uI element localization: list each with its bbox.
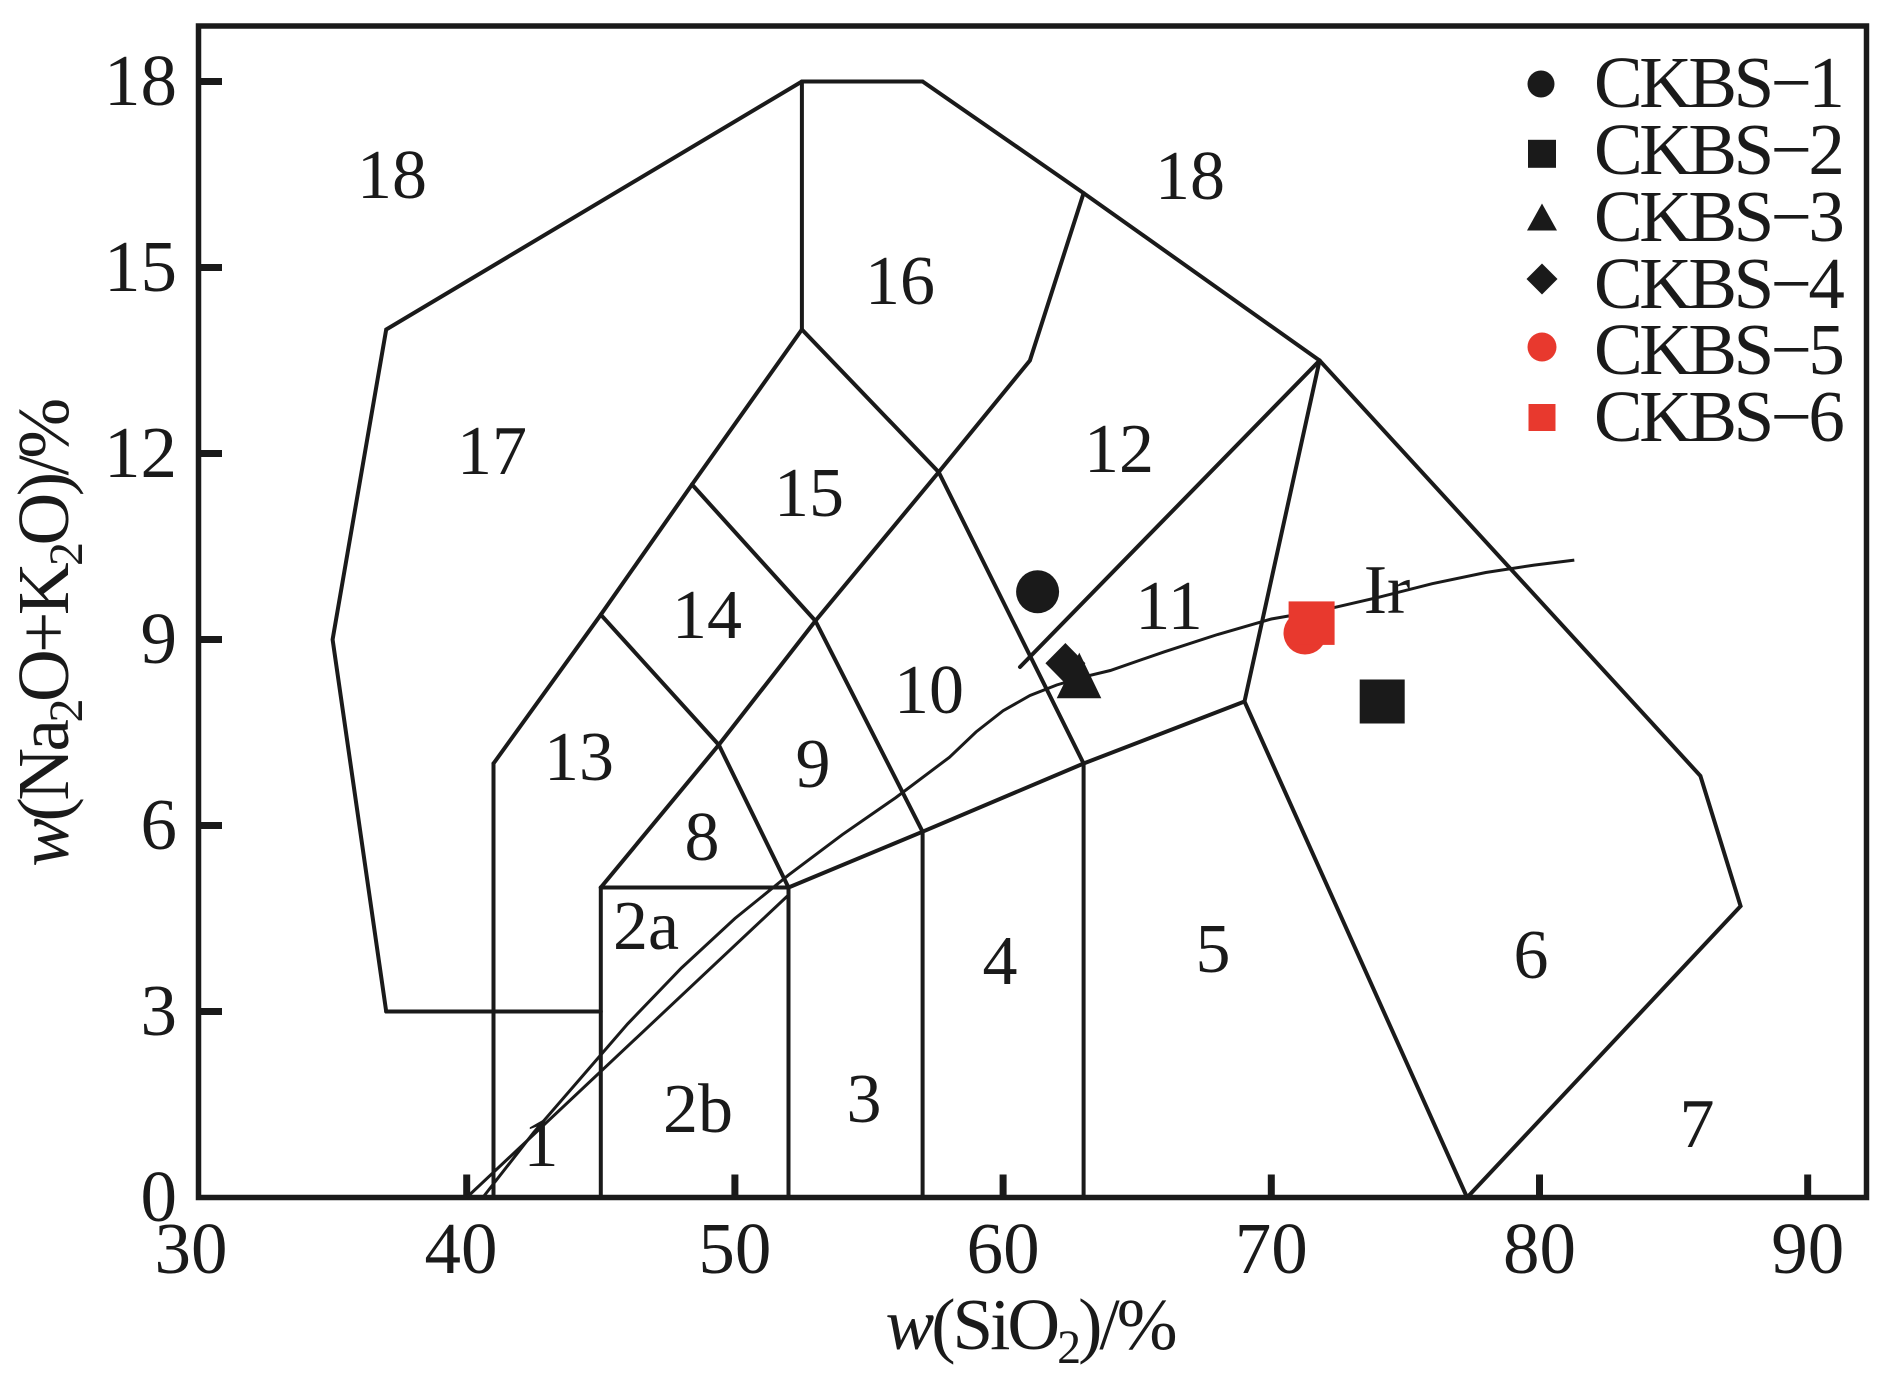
svg-text:11: 11 — [1135, 568, 1202, 645]
svg-text:6: 6 — [1514, 917, 1549, 994]
svg-text:CKBS−5: CKBS−5 — [1594, 309, 1842, 390]
svg-text:CKBS−1: CKBS−1 — [1594, 42, 1841, 123]
svg-text:40: 40 — [425, 1208, 498, 1289]
svg-text:60: 60 — [967, 1208, 1040, 1289]
svg-text:9: 9 — [141, 598, 178, 679]
svg-text:18: 18 — [104, 40, 177, 121]
svg-text:0: 0 — [141, 1156, 178, 1237]
svg-text:CKBS−4: CKBS−4 — [1594, 243, 1844, 324]
svg-text:2b: 2b — [663, 1071, 733, 1148]
svg-text:16: 16 — [865, 243, 935, 320]
svg-text:17: 17 — [457, 413, 527, 490]
svg-text:18: 18 — [1155, 138, 1225, 215]
svg-text:13: 13 — [544, 719, 614, 796]
svg-text:70: 70 — [1235, 1208, 1308, 1289]
svg-text:3: 3 — [141, 970, 178, 1051]
svg-text:5: 5 — [1196, 911, 1231, 988]
svg-text:6: 6 — [141, 784, 178, 865]
svg-text:3: 3 — [847, 1061, 882, 1138]
svg-text:10: 10 — [894, 652, 964, 729]
svg-text:w(SiO2)/%: w(SiO2)/% — [885, 1284, 1175, 1374]
svg-text:14: 14 — [672, 577, 742, 654]
svg-text:CKBS−2: CKBS−2 — [1594, 109, 1841, 190]
svg-text:Ir: Ir — [1364, 552, 1411, 629]
svg-text:8: 8 — [685, 799, 720, 876]
svg-text:30: 30 — [155, 1208, 228, 1289]
svg-text:7: 7 — [1680, 1086, 1715, 1163]
svg-text:2a: 2a — [613, 888, 679, 965]
svg-text:w(Na2O+K2O)/%: w(Na2O+K2O)/% — [3, 400, 93, 867]
svg-text:12: 12 — [1084, 411, 1154, 488]
svg-text:80: 80 — [1503, 1208, 1576, 1289]
svg-text:18: 18 — [357, 137, 427, 214]
svg-text:90: 90 — [1771, 1208, 1844, 1289]
svg-text:CKBS−3: CKBS−3 — [1594, 176, 1842, 257]
svg-text:12: 12 — [104, 412, 177, 493]
svg-text:15: 15 — [774, 455, 844, 532]
svg-text:9: 9 — [796, 726, 831, 803]
svg-text:CKBS−6: CKBS−6 — [1594, 376, 1843, 457]
svg-text:1: 1 — [524, 1105, 559, 1182]
svg-text:15: 15 — [104, 226, 177, 307]
svg-text:50: 50 — [698, 1208, 771, 1289]
svg-text:4: 4 — [983, 923, 1018, 1000]
